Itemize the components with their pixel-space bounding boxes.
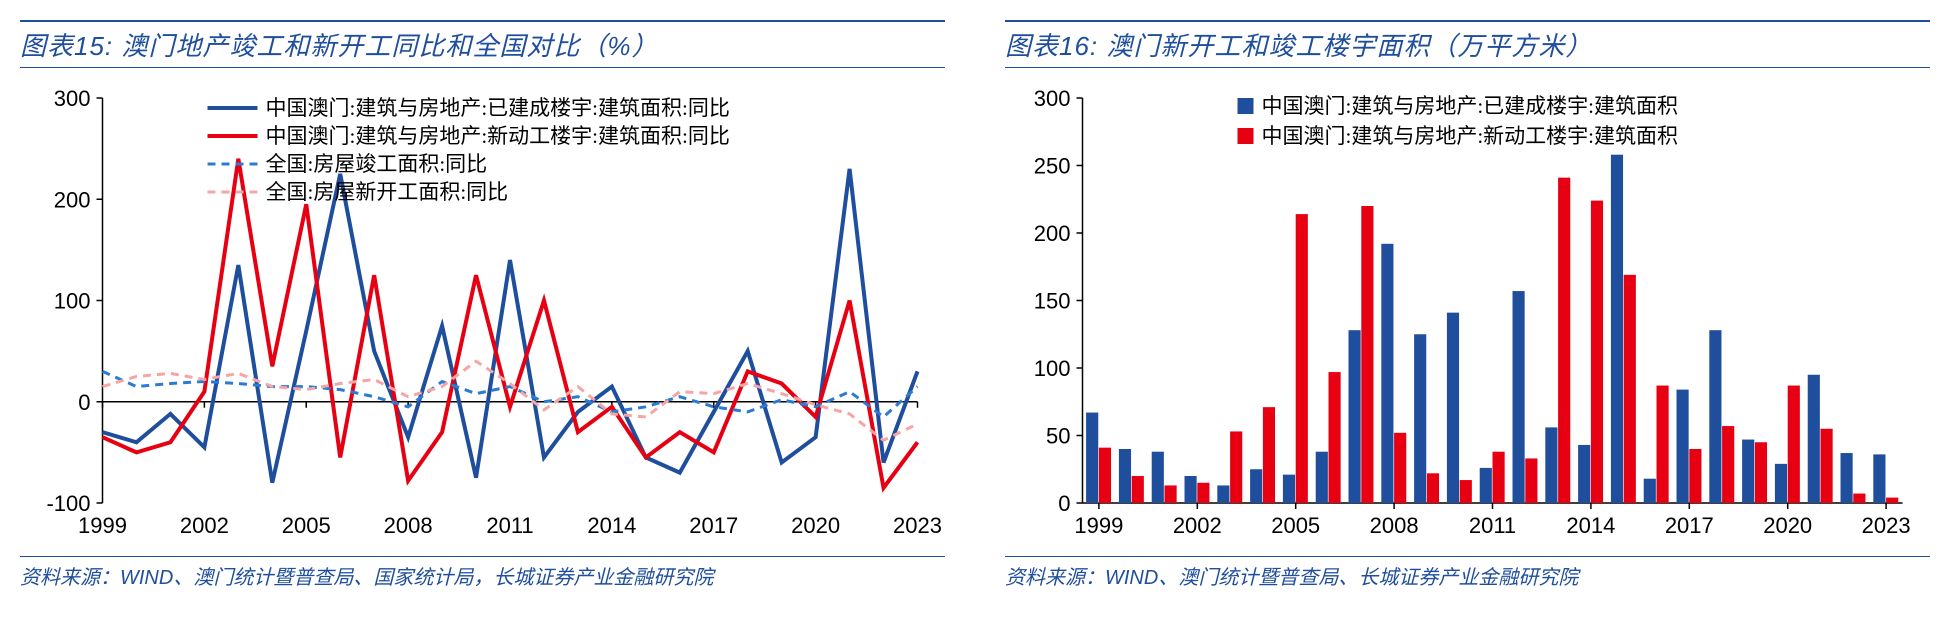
- svg-text:150: 150: [1034, 289, 1071, 314]
- svg-text:0: 0: [78, 390, 90, 415]
- svg-text:2002: 2002: [1173, 513, 1222, 538]
- svg-text:2008: 2008: [1370, 513, 1419, 538]
- svg-text:200: 200: [1034, 221, 1071, 246]
- svg-text:50: 50: [1046, 424, 1070, 449]
- svg-text:2017: 2017: [1665, 513, 1714, 538]
- svg-text:100: 100: [54, 289, 91, 314]
- svg-text:2005: 2005: [1271, 513, 1320, 538]
- svg-text:2020: 2020: [1763, 513, 1812, 538]
- svg-text:250: 250: [1034, 154, 1071, 179]
- svg-text:全国:房屋新开工面积:同比: 全国:房屋新开工面积:同比: [266, 180, 509, 204]
- svg-text:全国:房屋竣工面积:同比: 全国:房屋竣工面积:同比: [266, 152, 488, 176]
- svg-text:200: 200: [54, 187, 91, 212]
- svg-text:2023: 2023: [893, 513, 942, 538]
- svg-text:2008: 2008: [384, 513, 433, 538]
- chart-15-area: -100010020030019992002200520082011201420…: [20, 78, 945, 548]
- chart-16-title: 图表16: 澳门新开工和竣工楼宇面积（万平方米）: [1005, 20, 1930, 68]
- svg-text:中国澳门:建筑与房地产:新动工楼宇:建筑面积: 中国澳门:建筑与房地产:新动工楼宇:建筑面积: [1262, 124, 1679, 148]
- svg-text:中国澳门:建筑与房地产:新动工楼宇:建筑面积:同比: 中国澳门:建筑与房地产:新动工楼宇:建筑面积:同比: [266, 124, 730, 148]
- svg-text:2011: 2011: [1469, 513, 1516, 538]
- svg-text:100: 100: [1034, 356, 1071, 381]
- svg-text:1999: 1999: [78, 513, 127, 538]
- chart-16-area: 0 50 100 150 200 250 300 1999 2002 2005 2008 2011 20…: [1005, 78, 1930, 548]
- svg-text:2017: 2017: [689, 513, 738, 538]
- svg-text:2011: 2011: [486, 513, 533, 538]
- chart-15-title: 图表15: 澳门地产竣工和新开工同比和全国对比（%）: [20, 20, 945, 68]
- chart-16-block: 图表16: 澳门新开工和竣工楼宇面积（万平方米） 0 50 100 150 200 250…: [1005, 20, 1930, 590]
- svg-text:中国澳门:建筑与房地产:已建成楼宇:建筑面积: 中国澳门:建筑与房地产:已建成楼宇:建筑面积: [1262, 94, 1679, 118]
- chart-15-block: 图表15: 澳门地产竣工和新开工同比和全国对比（%） -100010020030…: [20, 20, 945, 590]
- chart-15-source: 资料来源：WIND、澳门统计暨普查局、国家统计局，长城证券产业金融研究院: [20, 556, 945, 590]
- svg-text:0: 0: [1058, 491, 1070, 516]
- svg-text:2023: 2023: [1862, 513, 1911, 538]
- svg-text:中国澳门:建筑与房地产:已建成楼宇:建筑面积:同比: 中国澳门:建筑与房地产:已建成楼宇:建筑面积:同比: [266, 96, 730, 120]
- svg-text:300: 300: [54, 86, 91, 111]
- chart-16-source: 资料来源：WIND、澳门统计暨普查局、长城证券产业金融研究院: [1005, 556, 1930, 590]
- svg-text:2014: 2014: [1566, 513, 1615, 538]
- svg-text:300: 300: [1034, 86, 1071, 111]
- svg-text:2005: 2005: [282, 513, 331, 538]
- svg-text:1999: 1999: [1074, 513, 1123, 538]
- svg-text:2020: 2020: [791, 513, 840, 538]
- svg-text:2002: 2002: [180, 513, 229, 538]
- svg-text:2014: 2014: [587, 513, 636, 538]
